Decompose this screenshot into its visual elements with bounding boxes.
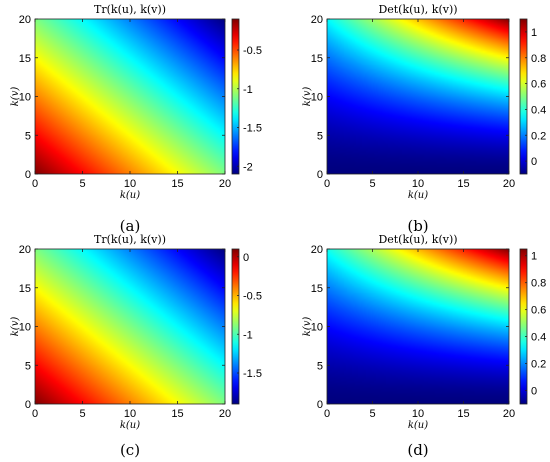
y-tick-label: 0: [317, 169, 323, 181]
colorbar-tick-label: 0.6: [531, 305, 546, 317]
y-tick-label: 10: [311, 92, 323, 104]
y-tick-label: 0: [317, 399, 323, 411]
y-axis-label: k(v): [10, 317, 21, 337]
panel-c: Tr(k(u), k(v)) 0 5 10 15 20 0 5 10 15 20 k(u) k(v) 0 -…: [10, 233, 262, 459]
panel-caption: (c): [120, 441, 140, 459]
colorbar-frame: [231, 248, 240, 405]
x-tick-label: 10: [412, 408, 424, 420]
y-tick-label: 15: [311, 53, 323, 65]
colorbar-tick-label: 0.8: [531, 53, 546, 65]
y-tick-label: 10: [19, 92, 31, 104]
colorbar-tick-label: 0.6: [531, 79, 546, 91]
colorbar: [520, 19, 527, 174]
y-tick-label: 5: [25, 130, 31, 142]
colorbar-tick-label: -1.5: [243, 368, 262, 380]
x-tick-label: 10: [412, 178, 424, 190]
y-axis-label: k(v): [302, 87, 313, 107]
colorbar-tick-label: 0.4: [531, 104, 546, 116]
x-axis-label: k(u): [120, 420, 140, 431]
x-tick-label: 5: [369, 178, 375, 190]
x-tick-label: 15: [457, 408, 469, 420]
colorbar-tick-label: -2: [243, 161, 253, 173]
colorbar: [232, 19, 239, 174]
chart-title: Tr(k(u), k(v)): [94, 3, 166, 16]
colorbar-frame: [519, 18, 528, 175]
y-tick-label: 20: [311, 14, 323, 26]
x-axis-label: k(u): [120, 190, 140, 201]
x-tick-label: 20: [219, 178, 231, 190]
panel-caption: (a): [120, 217, 141, 235]
colorbar: [232, 249, 239, 404]
x-tick-label: 10: [124, 408, 136, 420]
colorbar-tick-label: 1: [531, 27, 537, 39]
colorbar-tick-label: -1: [243, 84, 253, 96]
x-tick-label: 5: [79, 408, 85, 420]
colorbar-tick-label: -0.5: [243, 45, 262, 57]
y-axis-label: k(v): [10, 87, 21, 107]
y-axis-label: k(v): [302, 317, 313, 337]
x-tick-label: 10: [124, 178, 136, 190]
colorbar-tick-label: 0: [531, 156, 537, 168]
heatmap-d: [327, 249, 509, 404]
x-tick-label: 15: [171, 178, 183, 190]
x-tick-label: 0: [324, 408, 330, 420]
colorbar-frame: [519, 248, 528, 405]
heatmap-b: [327, 19, 509, 174]
x-tick-label: 20: [219, 408, 231, 420]
y-tick-label: 20: [19, 244, 31, 256]
y-tick-label: 0: [25, 169, 31, 181]
colorbar-frame: [231, 18, 240, 175]
x-tick-label: 15: [171, 408, 183, 420]
colorbar-tick-label: 0: [243, 252, 249, 264]
x-tick-label: 5: [369, 408, 375, 420]
colorbar-tick-label: 1: [531, 251, 537, 263]
panel-a: Tr(k(u), k(v)) 0 5 10 15 20 0 5 10 15 20 k(u) k(v) -0…: [10, 3, 262, 235]
y-tick-label: 5: [317, 130, 323, 142]
colorbar-tick-label: 0.4: [531, 332, 546, 344]
colorbar-tick-label: -1: [243, 329, 253, 341]
panel-caption: (b): [407, 217, 428, 235]
y-tick-label: 10: [311, 322, 323, 334]
panel-d: Det(k(u), k(v))0 5 10 15 2005101520k(u)k(v)1…: [302, 233, 546, 459]
colorbar-tick-label: -1.5: [243, 123, 262, 135]
chart-title: Det(k(u), k(v)): [378, 3, 457, 16]
colorbar-tick-label: 0.2: [531, 359, 546, 371]
x-axis-label: k(u): [408, 420, 428, 431]
x-tick-label: 0: [32, 178, 38, 190]
y-tick-label: 10: [19, 322, 31, 334]
y-tick-label: 15: [19, 283, 31, 295]
x-tick-label: 20: [503, 408, 515, 420]
heatmap-c: [35, 249, 225, 404]
x-tick-label: 5: [79, 178, 85, 190]
colorbar-tick-label: 0: [531, 386, 537, 398]
y-tick-label: 15: [19, 53, 31, 65]
x-axis-label: k(u): [408, 190, 428, 201]
panel-b: Det(k(u), k(v))0 5 10 15 2005101520k(u)k(v)1…: [302, 3, 546, 235]
colorbar-tick-label: -0.5: [243, 291, 262, 303]
x-tick-label: 0: [324, 178, 330, 190]
y-tick-label: 20: [311, 244, 323, 256]
x-tick-label: 15: [457, 178, 469, 190]
x-tick-label: 20: [503, 178, 515, 190]
x-tick-label: 0: [32, 408, 38, 420]
y-tick-label: 15: [311, 283, 323, 295]
chart-title: Det(k(u), k(v)): [378, 233, 457, 246]
y-tick-label: 5: [317, 360, 323, 372]
heatmap-a: [35, 19, 225, 174]
colorbar: [520, 249, 527, 404]
colorbar-tick-label: 0.8: [531, 278, 546, 290]
y-tick-label: 5: [25, 360, 31, 372]
y-tick-label: 20: [19, 14, 31, 26]
y-tick-label: 0: [25, 399, 31, 411]
chart-title: Tr(k(u), k(v)): [94, 233, 166, 246]
panel-caption: (d): [407, 441, 428, 459]
colorbar-tick-label: 0.2: [531, 130, 546, 142]
